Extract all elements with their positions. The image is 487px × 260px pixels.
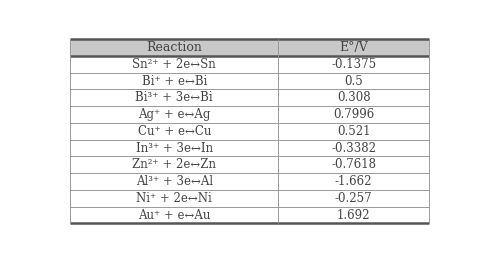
Bar <box>70 123 429 140</box>
Text: 1.692: 1.692 <box>337 209 370 222</box>
Text: Ag⁺ + e↔Ag: Ag⁺ + e↔Ag <box>138 108 210 121</box>
Text: -0.1375: -0.1375 <box>331 58 376 71</box>
Text: 0.7996: 0.7996 <box>333 108 374 121</box>
Text: Ni⁺ + 2e↔Ni: Ni⁺ + 2e↔Ni <box>136 192 212 205</box>
Bar <box>70 56 429 73</box>
Text: Reaction: Reaction <box>147 41 202 54</box>
Bar <box>70 173 429 190</box>
Bar <box>70 39 429 56</box>
Text: In³⁺ + 3e↔In: In³⁺ + 3e↔In <box>136 141 213 154</box>
Text: -0.7618: -0.7618 <box>331 158 376 171</box>
Text: Bi⁺ + e↔Bi: Bi⁺ + e↔Bi <box>142 75 207 88</box>
Text: Zn²⁺ + 2e↔Zn: Zn²⁺ + 2e↔Zn <box>132 158 216 171</box>
Text: Al³⁺ + 3e↔Al: Al³⁺ + 3e↔Al <box>136 175 213 188</box>
Text: Cu⁺ + e↔Cu: Cu⁺ + e↔Cu <box>138 125 211 138</box>
Bar <box>70 73 429 89</box>
Text: -0.3382: -0.3382 <box>331 141 376 154</box>
Text: -0.257: -0.257 <box>335 192 373 205</box>
Bar <box>70 207 429 223</box>
Text: Au⁺ + e↔Au: Au⁺ + e↔Au <box>138 209 210 222</box>
Text: 0.308: 0.308 <box>337 91 371 104</box>
Bar <box>70 89 429 106</box>
Text: Bi³⁺ + 3e↔Bi: Bi³⁺ + 3e↔Bi <box>135 91 213 104</box>
Text: 0.5: 0.5 <box>344 75 363 88</box>
Bar <box>70 106 429 123</box>
Text: E°/V: E°/V <box>339 41 368 54</box>
Bar <box>70 190 429 207</box>
Text: -1.662: -1.662 <box>335 175 373 188</box>
Text: Sn²⁺ + 2e↔Sn: Sn²⁺ + 2e↔Sn <box>132 58 216 71</box>
Bar <box>70 140 429 157</box>
Bar <box>70 157 429 173</box>
Text: 0.521: 0.521 <box>337 125 370 138</box>
